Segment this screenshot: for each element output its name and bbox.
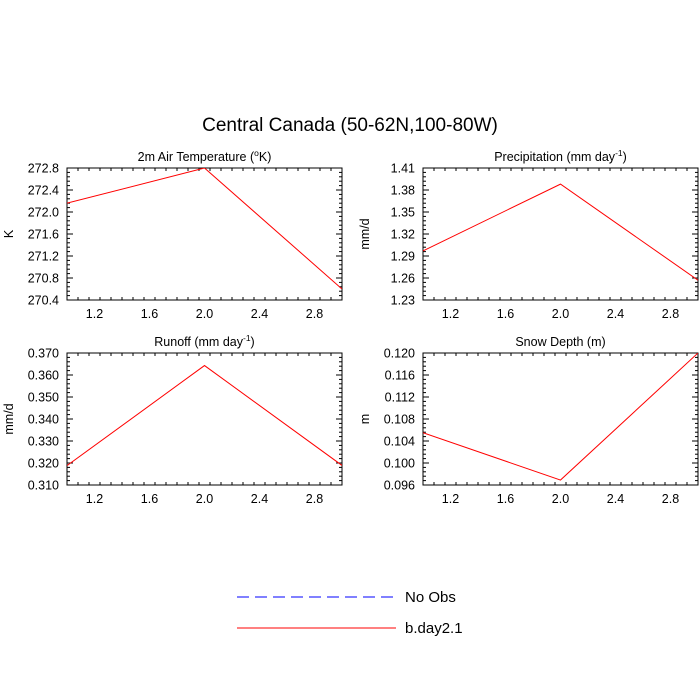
y-tick-label: 0.104 bbox=[384, 435, 415, 449]
x-tick-label: 1.2 bbox=[442, 307, 459, 321]
panel-title-part: -1 bbox=[615, 148, 623, 158]
panel-title: 2m Air Temperature (oK) bbox=[138, 148, 272, 164]
y-tick-label: 0.330 bbox=[28, 435, 59, 449]
x-tick-label: 2.0 bbox=[196, 307, 213, 321]
panel-title-part: -1 bbox=[243, 333, 251, 343]
y-tick-label: 0.100 bbox=[384, 457, 415, 471]
x-tick-label: 1.6 bbox=[141, 492, 158, 506]
x-tick-label: 1.6 bbox=[141, 307, 158, 321]
y-tick-label: 1.38 bbox=[391, 184, 415, 198]
y-tick-label: 271.6 bbox=[28, 228, 59, 242]
y-tick-label: 1.41 bbox=[391, 162, 415, 176]
plot-frame bbox=[422, 352, 699, 486]
legend-item: b.day2.1 bbox=[237, 620, 463, 637]
x-tick-label: 2.8 bbox=[306, 492, 323, 506]
y-axis-label: mm/d bbox=[2, 403, 16, 434]
legend-label: No Obs bbox=[405, 589, 456, 606]
x-tick-label: 1.2 bbox=[86, 492, 103, 506]
x-tick-label: 1.6 bbox=[497, 492, 514, 506]
y-tick-label: 0.340 bbox=[28, 413, 59, 427]
y-tick-label: 1.23 bbox=[391, 294, 415, 308]
y-tick-label: 0.320 bbox=[28, 457, 59, 471]
x-tick-label: 2.8 bbox=[662, 307, 679, 321]
panel-title: Runoff (mm day-1) bbox=[154, 333, 254, 349]
x-tick-label: 2.4 bbox=[251, 492, 268, 506]
panel-title-part: ) bbox=[623, 150, 627, 164]
panel-title-part: Snow Depth (m) bbox=[515, 335, 605, 349]
chart-panel-3: Runoff (mm day-1) mm/d 1.2 1.6 2.0 2.4 2.8 0.31… bbox=[2, 333, 343, 506]
x-tick-label: 1.6 bbox=[497, 307, 514, 321]
plot-frame bbox=[66, 167, 343, 301]
panel-title-part: K) bbox=[259, 150, 272, 164]
y-tick-label: 0.370 bbox=[28, 347, 59, 361]
x-tick-label: 2.4 bbox=[607, 307, 624, 321]
series-line bbox=[67, 168, 342, 290]
panel-title-part: ) bbox=[251, 335, 255, 349]
y-tick-label: 1.32 bbox=[391, 228, 415, 242]
panel-title-part: Precipitation (mm day bbox=[494, 150, 616, 164]
y-tick-label: 0.096 bbox=[384, 479, 415, 493]
y-tick-label: 270.4 bbox=[28, 294, 59, 308]
chart-panel-4: Snow Depth (m) m 1.2 1.6 2.0 2.4 2.8 0.096 0.100… bbox=[358, 335, 699, 506]
y-tick-label: 1.29 bbox=[391, 250, 415, 264]
series-line bbox=[423, 183, 698, 281]
legend-label: b.day2.1 bbox=[405, 620, 463, 637]
y-tick-label: 1.35 bbox=[391, 206, 415, 220]
legend-item: No Obs bbox=[237, 589, 456, 606]
x-tick-label: 2.0 bbox=[552, 307, 569, 321]
plot-frame bbox=[422, 167, 699, 301]
y-tick-label: 272.4 bbox=[28, 184, 59, 198]
y-tick-label: 272.8 bbox=[28, 162, 59, 176]
plot-frame bbox=[66, 352, 343, 486]
y-tick-label: 270.8 bbox=[28, 272, 59, 286]
x-tick-label: 1.2 bbox=[442, 492, 459, 506]
panel-title: Precipitation (mm day-1) bbox=[494, 148, 627, 164]
y-tick-label: 0.360 bbox=[28, 369, 59, 383]
panel-title-part: 2m Air Temperature ( bbox=[138, 150, 255, 164]
x-tick-label: 2.0 bbox=[196, 492, 213, 506]
y-tick-label: 1.26 bbox=[391, 272, 415, 286]
chart-panels: 2m Air Temperature (oK) K 1.2 1.6 2.0 2.4 2.8 2… bbox=[2, 148, 699, 506]
y-tick-label: 0.310 bbox=[28, 479, 59, 493]
y-tick-label: 0.350 bbox=[28, 391, 59, 405]
figure-title: Central Canada (50-62N,100-80W) bbox=[202, 115, 498, 136]
x-tick-label: 1.2 bbox=[86, 307, 103, 321]
x-tick-label: 2.8 bbox=[306, 307, 323, 321]
y-tick-label: 0.112 bbox=[385, 391, 415, 405]
y-axis-label: mm/d bbox=[358, 218, 372, 249]
x-tick-label: 2.8 bbox=[662, 492, 679, 506]
y-tick-label: 271.2 bbox=[28, 250, 59, 264]
chart-panel-1: 2m Air Temperature (oK) K 1.2 1.6 2.0 2.4 2.8 2… bbox=[2, 148, 343, 321]
series-line bbox=[67, 364, 342, 467]
x-tick-label: 2.4 bbox=[607, 492, 624, 506]
y-axis-label: m bbox=[358, 414, 372, 424]
y-tick-label: 0.116 bbox=[385, 369, 415, 383]
legend: No Obs b.day2.1 bbox=[237, 589, 463, 637]
x-tick-label: 2.0 bbox=[552, 492, 569, 506]
panel-title: Snow Depth (m) bbox=[515, 335, 605, 349]
y-axis-label: K bbox=[2, 229, 16, 238]
panel-title-part: Runoff (mm day bbox=[154, 335, 243, 349]
y-tick-label: 0.120 bbox=[384, 347, 415, 361]
panel-title-part: o bbox=[254, 148, 259, 158]
chart-panel-2: Precipitation (mm day-1) mm/d 1.2 1.6 2.0 2.4… bbox=[358, 148, 699, 321]
series-line bbox=[423, 353, 698, 481]
y-tick-label: 272.0 bbox=[28, 206, 59, 220]
x-tick-label: 2.4 bbox=[251, 307, 268, 321]
y-tick-label: 0.108 bbox=[384, 413, 415, 427]
